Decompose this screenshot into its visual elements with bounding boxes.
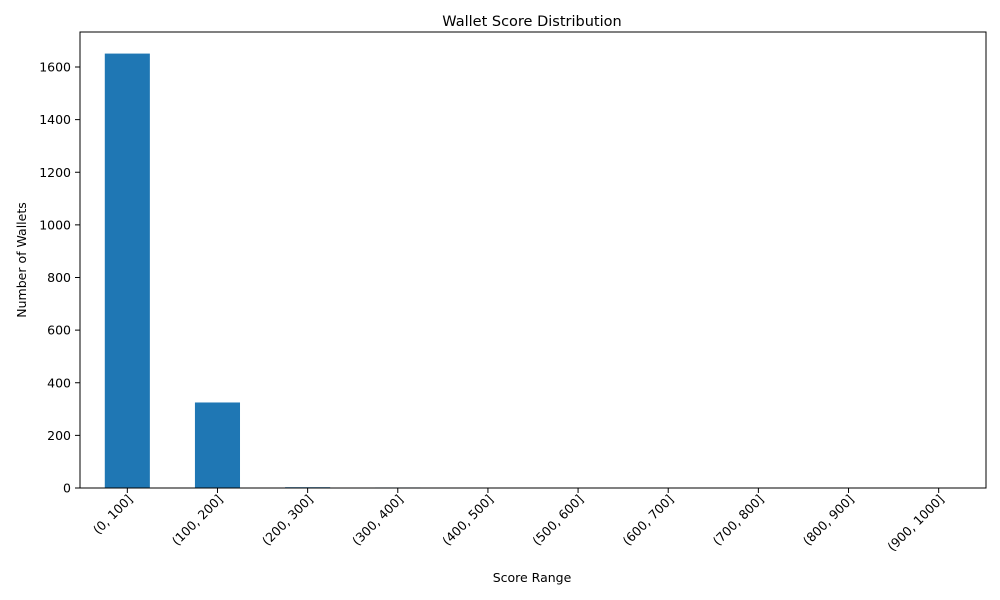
y-axis-label: Number of Wallets <box>14 202 29 317</box>
y-tick-label-0: 0 <box>63 481 71 496</box>
x-tick-label-9: (900, 1000] <box>884 492 946 554</box>
x-tick-label-7: (700, 800] <box>710 492 767 549</box>
x-tick-label-3: (300, 400] <box>349 492 406 549</box>
y-tick-label-1: 200 <box>47 428 71 443</box>
x-tick-label-1: (100, 200] <box>169 492 226 549</box>
x-tick-label-2: (200, 300] <box>259 492 316 549</box>
chart-title: Wallet Score Distribution <box>442 14 621 30</box>
y-tick-label-6: 1200 <box>39 165 71 180</box>
y-axis-ticks: 0 200 400 600 800 1000 1200 1400 1600 <box>39 60 80 496</box>
bar-1 <box>194 402 241 488</box>
y-tick-label-3: 600 <box>47 323 71 338</box>
y-tick-label-7: 1400 <box>39 112 71 127</box>
y-tick-label-2: 400 <box>47 375 71 390</box>
x-tick-label-5: (500, 600] <box>529 492 586 549</box>
bar-0 <box>104 53 150 488</box>
x-tick-label-6: (600, 700] <box>619 492 676 549</box>
x-tick-label-0: (0, 100] <box>90 492 136 538</box>
bars-group <box>104 53 421 488</box>
plot-frame <box>79 31 987 489</box>
x-axis-label: Score Range <box>493 570 572 585</box>
x-axis-ticks: (0, 100] (100, 200] (200, 300] (300, 400] (4… <box>90 488 947 554</box>
y-tick-label-5: 1000 <box>39 217 71 232</box>
y-tick-label-8: 1600 <box>39 60 71 75</box>
y-tick-label-4: 800 <box>47 270 71 285</box>
x-tick-label-8: (800, 900] <box>800 492 857 549</box>
x-tick-label-4: (400, 500] <box>439 492 496 549</box>
